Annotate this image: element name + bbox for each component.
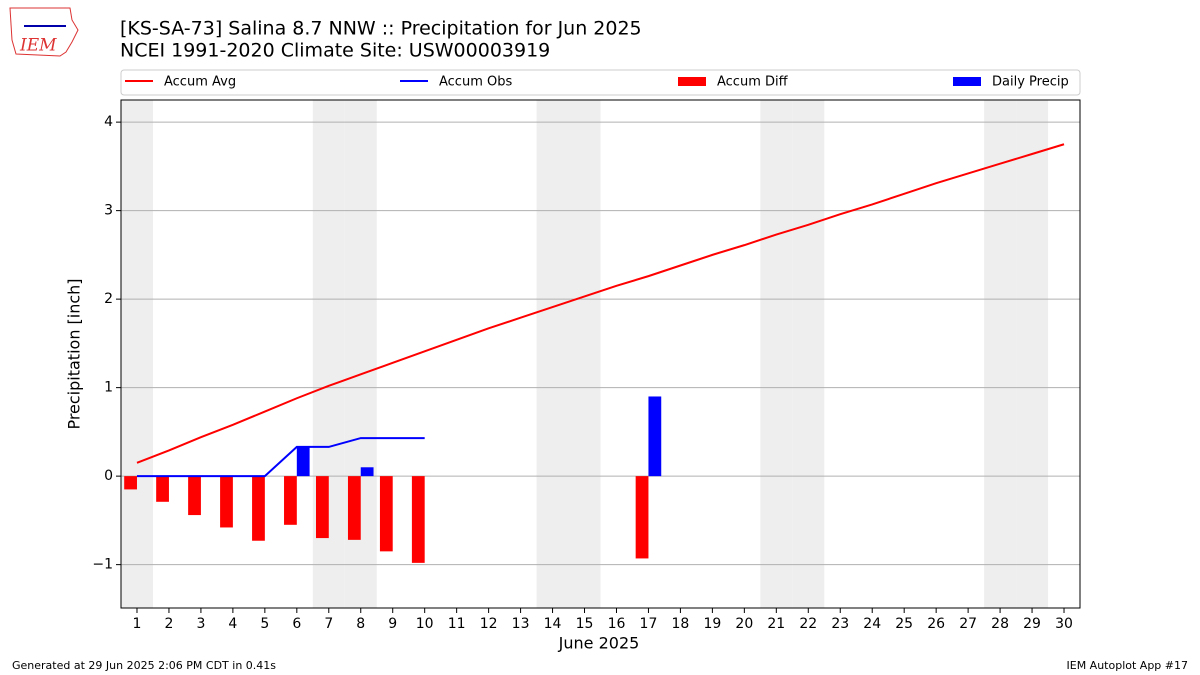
weekend-shade [792,100,825,608]
legend-box [120,69,1081,96]
x-tick-label: 8 [356,616,365,632]
bar [252,476,265,541]
bar [347,476,361,540]
y-tick-label: 0 [104,468,113,484]
weekend-shade [121,100,153,608]
x-tick-label: 1 [133,616,142,632]
bar [315,476,329,539]
x-tick-label: 16 [608,616,626,632]
x-tick-label: 23 [831,616,849,632]
x-tick-label: 18 [672,616,690,632]
x-axis-label: June 2025 [558,634,640,653]
legend-swatch [953,77,981,86]
x-tick-label: 6 [292,616,301,632]
logo-outline [9,7,79,57]
bar [296,446,310,477]
legend-label: Accum Avg [164,75,236,90]
x-tick-label: 14 [544,616,562,632]
x-tick-label: 13 [512,616,530,632]
bar [360,467,374,477]
bar [124,476,137,490]
x-tick-label: 25 [895,616,913,632]
x-tick-label: 11 [448,616,466,632]
weekend-shade [568,100,601,608]
line [136,437,425,478]
bar [411,476,425,563]
chart-subtitle: NCEI 1991-2020 Climate Site: USW00003919 [120,40,550,62]
x-tick-label: 26 [927,616,945,632]
legend-swatch [678,77,706,86]
x-tick-label: 15 [576,616,594,632]
x-tick-label: 2 [164,616,173,632]
x-tick-label: 30 [1055,616,1073,632]
y-tick-label: 4 [104,114,113,130]
y-tick-label: 1 [104,380,113,396]
x-tick-label: 17 [640,616,658,632]
y-tick-label: −1 [92,557,113,573]
x-tick-label: 3 [196,616,205,632]
y-axis-label: Precipitation [inch] [65,278,84,429]
y-tick-label: 3 [104,203,113,219]
weekend-shade [984,100,1017,608]
x-tick-label: 24 [863,616,881,632]
legend-label: Accum Obs [439,75,512,90]
x-tick-label: 7 [324,616,333,632]
legend-label: Accum Diff [717,75,789,90]
logo: IEM [9,7,79,57]
bar [379,476,393,552]
bar [284,476,297,525]
weekend-shade [536,100,569,608]
logo-text: IEM [19,36,57,56]
plot-frame [120,99,1081,609]
legend-label: Daily Precip [992,75,1069,90]
bar [648,396,662,477]
x-tick-label: 12 [480,616,498,632]
x-tick-label: 21 [767,616,785,632]
x-tick-label: 9 [388,616,397,632]
weekend-shade [760,100,793,608]
footer-right: IEM Autoplot App #17 [1067,659,1189,672]
x-tick-label: 10 [416,616,434,632]
bar [220,476,233,528]
x-tick-label: 29 [1023,616,1041,632]
x-tick-label: 4 [228,616,237,632]
x-tick-label: 20 [735,616,753,632]
x-tick-label: 19 [703,616,721,632]
bar [188,476,201,516]
chart-title: [KS-SA-73] Salina 8.7 NNW :: Precipitati… [120,18,642,40]
bar [635,476,649,559]
x-tick-label: 22 [799,616,817,632]
line [136,143,1065,464]
weekend-shade [1016,100,1049,608]
x-tick-label: 28 [991,616,1009,632]
x-tick-label: 27 [959,616,977,632]
y-tick-label: 2 [104,291,113,307]
footer-left: Generated at 29 Jun 2025 2:06 PM CDT in … [12,659,276,672]
x-tick-label: 5 [260,616,269,632]
bar [156,476,169,502]
